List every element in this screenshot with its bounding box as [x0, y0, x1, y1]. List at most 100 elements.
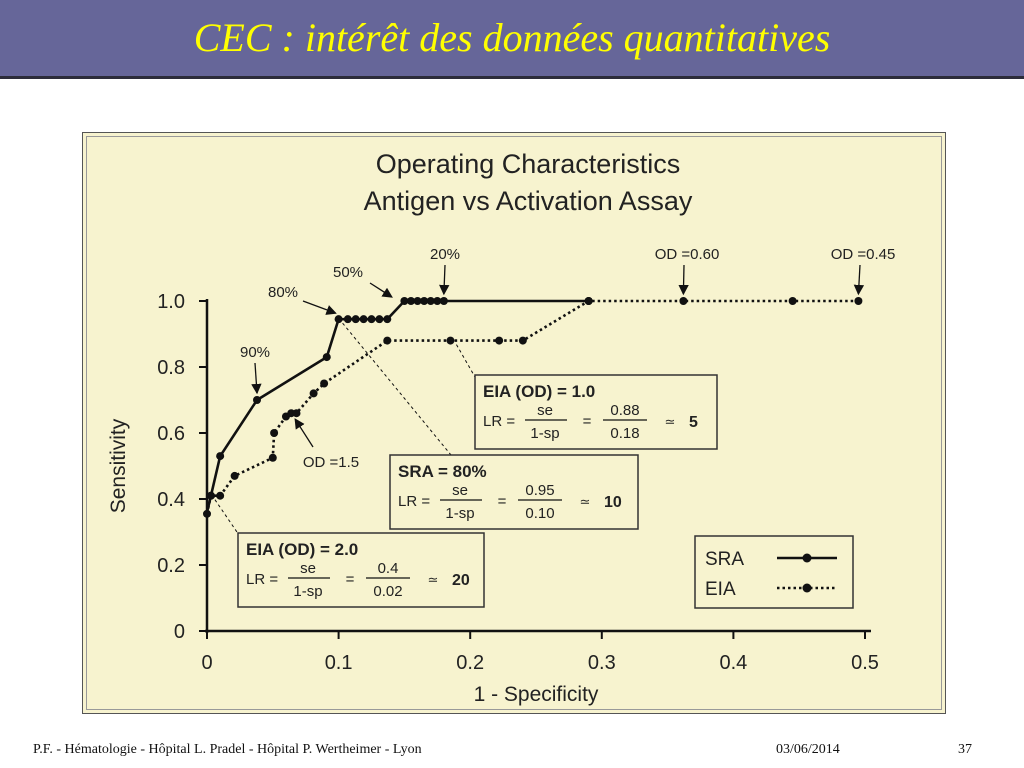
data-point-eia	[309, 389, 318, 398]
y-tick-label: 0	[174, 621, 185, 643]
lr-box-heading: EIA (OD) = 1.0	[483, 382, 595, 401]
lr-box-equals: =	[346, 571, 355, 588]
lr-box-den-value: 0.18	[610, 425, 639, 442]
lr-box-lr-label: LR =	[246, 571, 278, 588]
legend-label: SRA	[705, 549, 744, 570]
legend-label: EIA	[705, 579, 736, 600]
data-point-eia	[216, 491, 225, 500]
annotation-label: 90%	[240, 344, 270, 361]
data-point-eia	[270, 429, 279, 437]
annotation-label: OD =0.60	[655, 246, 720, 263]
annotation-label: 20%	[430, 246, 460, 263]
footer-page-number: 37	[958, 742, 972, 757]
data-point-sra	[375, 315, 384, 324]
data-point-sra	[322, 353, 331, 362]
legend-frame	[694, 535, 854, 609]
y-tick-label: 0.8	[157, 357, 185, 379]
y-tick-label: 0.2	[157, 555, 185, 577]
lr-box-frame	[474, 374, 718, 450]
lr-box-den-value: 0.02	[373, 583, 402, 600]
roc-chart: Operating Characteristics Antigen vs Acti…	[107, 149, 896, 706]
footer-date: 03/06/2014	[776, 742, 840, 757]
lr-box-equals: =	[583, 413, 592, 430]
data-point-eia	[203, 509, 211, 518]
data-point-sra	[334, 315, 343, 324]
data-point-eia	[206, 491, 215, 500]
lr-box-den-value: 0.10	[525, 505, 554, 522]
x-tick-label: 0.3	[588, 652, 616, 674]
data-point-sra	[426, 297, 435, 305]
data-point-eia	[679, 297, 688, 305]
x-tick-label: 0.4	[719, 652, 747, 674]
annotation-arrow	[294, 418, 314, 448]
data-point-eia	[320, 379, 329, 388]
data-point-sra	[367, 315, 376, 324]
data-point-eia	[854, 297, 863, 305]
lr-box-equals: =	[498, 493, 507, 510]
data-point-sra	[253, 396, 262, 404]
lr-box: SRA = 80% LR = se 1-sp = 0.95 0.10 ≃ 10	[389, 454, 639, 530]
y-tick-label: 0.6	[157, 423, 185, 445]
annotation-label: 80%	[268, 284, 298, 301]
lr-box-num-value: 0.4	[378, 560, 399, 577]
lr-box-approx: ≃	[665, 414, 676, 429]
data-point-eia	[446, 336, 455, 345]
lr-box-denominator: 1-sp	[530, 425, 559, 442]
lr-box-denominator: 1-sp	[293, 583, 322, 600]
lr-box-numerator: se	[300, 560, 316, 577]
y-tick-label: 0.4	[157, 489, 185, 511]
annotation-label: OD =1.5	[303, 454, 359, 471]
data-point-eia	[292, 409, 301, 418]
lr-box-lr-label: LR =	[398, 493, 430, 510]
chart-legend: SRA EIA	[694, 535, 854, 609]
y-axis-label: Sensitivity	[107, 418, 130, 513]
lr-box-result: 5	[689, 414, 698, 431]
lr-box-num-value: 0.95	[525, 482, 554, 499]
data-point-sra	[433, 297, 442, 305]
data-point-sra	[400, 297, 409, 305]
lr-box-heading: SRA = 80%	[398, 462, 487, 481]
annotation-arrow	[853, 264, 865, 296]
slide-title-bar: CEC : intérêt des données quantitatives	[0, 0, 1024, 76]
data-point-eia	[518, 336, 527, 345]
data-point-eia	[495, 336, 504, 345]
lr-box-frame	[389, 454, 639, 530]
data-point-sra	[351, 315, 360, 324]
lr-box-denominator: 1-sp	[445, 505, 474, 522]
lr-box: EIA (OD) = 2.0 LR = se 1-sp = 0.4 0.02 ≃ 20	[237, 532, 485, 608]
annotation-label: OD =0.45	[831, 246, 896, 263]
data-point-sra	[383, 315, 392, 324]
x-tick-label: 0.5	[851, 652, 879, 674]
lr-box-approx: ≃	[428, 572, 439, 587]
lr-box-result: 20	[452, 572, 470, 589]
chart-title-line1: Operating Characteristics	[376, 149, 681, 179]
chart-figure: Operating Characteristics Antigen vs Acti…	[82, 132, 946, 714]
data-point-eia	[584, 297, 593, 305]
lr-box-heading: EIA (OD) = 2.0	[246, 540, 358, 559]
slide-title: CEC : intérêt des données quantitatives	[193, 15, 831, 60]
annotation-label: 50%	[333, 264, 363, 281]
data-point-sra	[343, 315, 352, 324]
annotation-arrow	[369, 282, 393, 298]
lr-box-lr-label: LR =	[483, 413, 515, 430]
x-tick-label: 0.2	[456, 652, 484, 674]
legend-swatch-marker	[802, 583, 812, 593]
data-point-sra	[216, 452, 225, 461]
lr-box-frame	[237, 532, 485, 608]
x-axis-label: 1 - Specificity	[474, 683, 599, 706]
lr-box: EIA (OD) = 1.0 LR = se 1-sp = 0.88 0.18 ≃ 5	[474, 374, 718, 450]
y-tick-label: 1.0	[157, 291, 185, 313]
lr-box-approx: ≃	[580, 494, 591, 509]
data-point-eia	[383, 336, 392, 345]
data-point-eia	[788, 297, 797, 305]
annotation-arrow	[302, 300, 337, 315]
leader-line-sra	[342, 322, 452, 456]
data-point-eia	[230, 471, 239, 480]
footer-institution: P.F. - Hématologie - Hôpital L. Pradel -…	[33, 742, 422, 757]
lr-box-numerator: se	[537, 402, 553, 419]
data-point-sra	[413, 297, 422, 305]
leader-line-eia1	[456, 344, 476, 378]
data-point-sra	[439, 297, 448, 305]
data-point-eia	[268, 453, 277, 462]
x-tick-label: 0	[201, 652, 212, 674]
